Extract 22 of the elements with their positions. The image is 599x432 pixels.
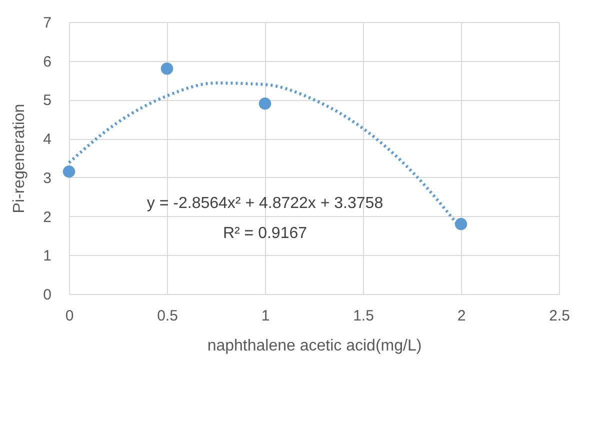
y-tick-label: 5 bbox=[43, 92, 52, 110]
point bbox=[160, 62, 174, 75]
y-tick-label: 0 bbox=[43, 286, 52, 304]
x-axis-title: naphthalene acetic acid(mg/L) bbox=[207, 338, 422, 354]
x-tick-label: 0.5 bbox=[157, 308, 178, 324]
y-tick-label: 2 bbox=[43, 208, 52, 226]
annotation: y = -2.8564x² + 4.8722x + 3.3758 bbox=[146, 194, 384, 212]
x-tick-label: 1.5 bbox=[353, 308, 374, 324]
x-tick-label: 1 bbox=[261, 308, 270, 324]
annotation: R² = 0.9167 bbox=[222, 224, 308, 242]
y-tick-label: 4 bbox=[43, 131, 52, 148]
x-tick-label: 0 bbox=[65, 308, 74, 324]
point bbox=[258, 97, 272, 110]
x-tick-label: 2.5 bbox=[549, 308, 570, 324]
y-tick-label: 6 bbox=[43, 53, 52, 70]
y-tick-label: 3 bbox=[43, 170, 52, 187]
point bbox=[62, 165, 76, 178]
y-axis-title: Pi-regeneration bbox=[11, 104, 28, 214]
y-tick-label: 7 bbox=[43, 14, 52, 32]
x-tick-label: 2 bbox=[457, 308, 466, 324]
y-tick-label: 1 bbox=[43, 248, 52, 265]
point bbox=[454, 218, 468, 230]
